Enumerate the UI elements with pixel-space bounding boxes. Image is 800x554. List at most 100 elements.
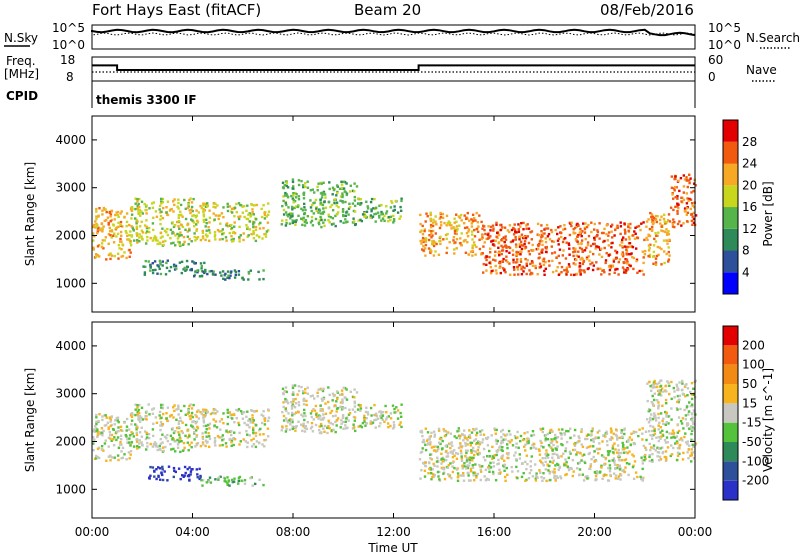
power-cell xyxy=(561,254,564,257)
power-cell xyxy=(218,214,222,217)
velocity-cell xyxy=(141,444,144,447)
velocity-cell xyxy=(173,469,176,472)
power-cell xyxy=(638,269,641,273)
power-cell xyxy=(429,219,433,223)
velocity-cell xyxy=(254,431,258,435)
power-cell xyxy=(353,210,357,213)
velocity-cell xyxy=(506,456,509,460)
velocity-cell xyxy=(181,449,185,452)
velocity-cell xyxy=(206,410,209,413)
velocity-cell xyxy=(391,404,395,407)
power-cell xyxy=(694,184,697,187)
power-cell xyxy=(309,199,312,202)
power-cell xyxy=(248,220,252,223)
velocity-cell xyxy=(385,411,388,414)
velocity-cell xyxy=(486,436,490,439)
velocity-cell xyxy=(370,414,373,417)
velocity-cell xyxy=(96,435,99,439)
power-cell xyxy=(504,238,508,241)
velocity-cell xyxy=(184,413,187,416)
power-cell xyxy=(293,200,297,203)
velocity-cell xyxy=(109,459,112,462)
velocity-cell xyxy=(303,412,306,415)
power-cell xyxy=(523,266,526,270)
power-cell xyxy=(519,260,523,263)
velocity-cell xyxy=(157,474,160,478)
velocity-cell xyxy=(230,478,234,482)
power-cell xyxy=(179,210,182,213)
velocity-cell xyxy=(430,478,433,481)
velocity-cell xyxy=(618,436,621,439)
velocity-cell xyxy=(183,465,187,469)
power-cell xyxy=(491,224,495,227)
power-cell xyxy=(359,203,362,206)
power-cell xyxy=(138,236,141,239)
velocity-cell xyxy=(598,471,602,474)
power-cell xyxy=(190,218,193,221)
power-cell xyxy=(578,231,581,235)
velocity-cell xyxy=(678,394,681,398)
velocity-cell xyxy=(546,464,550,467)
velocity-cell xyxy=(151,428,155,431)
power-cell xyxy=(104,236,107,239)
power-cell xyxy=(345,211,348,214)
power-cell xyxy=(516,265,519,269)
power-cell xyxy=(429,213,432,217)
velocity-cell xyxy=(254,445,258,449)
velocity-cell xyxy=(445,455,448,458)
velocity-cell xyxy=(340,419,343,422)
velocity-cell xyxy=(208,445,211,448)
velocity-cell xyxy=(110,456,114,459)
velocity-cell xyxy=(542,472,545,475)
velocity-cell xyxy=(281,410,284,414)
velocity-cell xyxy=(690,448,693,451)
power-cell xyxy=(134,217,137,220)
velocity-cell xyxy=(499,442,503,445)
power-cell xyxy=(429,223,433,227)
velocity-cell xyxy=(219,475,222,478)
velocity-cell xyxy=(400,425,403,429)
power-cell xyxy=(589,250,592,253)
velocity-cell xyxy=(465,456,469,460)
velocity-cell xyxy=(469,444,472,447)
power-cell xyxy=(495,223,498,226)
velocity-cell xyxy=(245,415,248,418)
power-cell xyxy=(141,231,145,234)
velocity-cell xyxy=(581,473,584,476)
velocity-cell xyxy=(237,482,240,485)
power-cell xyxy=(389,218,392,222)
velocity-cell xyxy=(602,434,605,438)
velocity-cell xyxy=(392,427,395,430)
velocity-cell xyxy=(291,420,294,424)
power-cell xyxy=(604,259,608,262)
power-cell xyxy=(239,203,242,207)
power-cell xyxy=(107,223,110,226)
velocity-cell xyxy=(550,441,553,444)
velocity-cell xyxy=(284,386,288,389)
velocity-cell xyxy=(660,394,663,397)
velocity-cell xyxy=(112,438,115,441)
power-cell xyxy=(612,260,616,263)
velocity-cell xyxy=(262,410,265,413)
power-cell xyxy=(624,238,628,241)
velocity-cell xyxy=(162,412,165,416)
power-cell xyxy=(677,179,680,182)
power-cell xyxy=(628,238,631,241)
power-cell xyxy=(344,200,347,204)
velocity-cell xyxy=(286,419,289,422)
power-cell xyxy=(230,270,233,273)
power-cell xyxy=(116,252,120,255)
power-cell xyxy=(524,257,527,261)
power-cell xyxy=(503,240,506,244)
power-colorbar-tick: 24 xyxy=(742,157,757,171)
velocity-cell xyxy=(96,455,99,459)
velocity-cell xyxy=(335,390,339,393)
power-cell xyxy=(622,261,626,265)
power-cell xyxy=(341,210,345,213)
power-cell xyxy=(593,236,596,240)
velocity-cell xyxy=(395,406,398,409)
velocity-cell xyxy=(609,438,612,442)
power-cell xyxy=(643,253,647,256)
velocity-cell xyxy=(425,439,429,442)
velocity-cell xyxy=(577,435,580,438)
